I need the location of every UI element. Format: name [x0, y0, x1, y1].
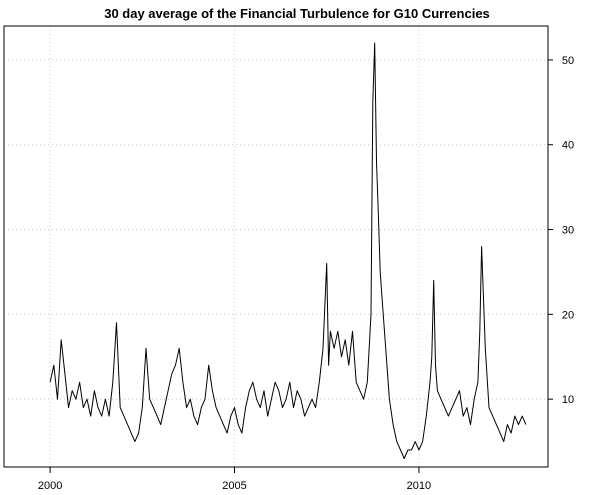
y-tick-label-4: 50: [562, 55, 574, 67]
grid: [4, 26, 548, 467]
x-tick-label-1: 2005: [222, 480, 246, 492]
x-tick-label-2: 2010: [407, 480, 431, 492]
y-tick-label-1: 20: [562, 309, 574, 321]
y-tick-label-0: 10: [562, 394, 574, 406]
plot-frame: [3, 25, 549, 468]
series-layer: [49, 42, 527, 459]
y-axis: 10 20 30 40 50: [548, 55, 574, 406]
y-tick-label-2: 30: [562, 225, 574, 237]
series-line-0: [49, 42, 527, 459]
y-tick-label-3: 40: [562, 140, 574, 152]
x-tick-label-0: 2000: [38, 480, 62, 492]
chart-title: 30 day average of the Financial Turbulen…: [104, 6, 490, 21]
x-axis: 2000 2005 2010: [38, 467, 431, 492]
